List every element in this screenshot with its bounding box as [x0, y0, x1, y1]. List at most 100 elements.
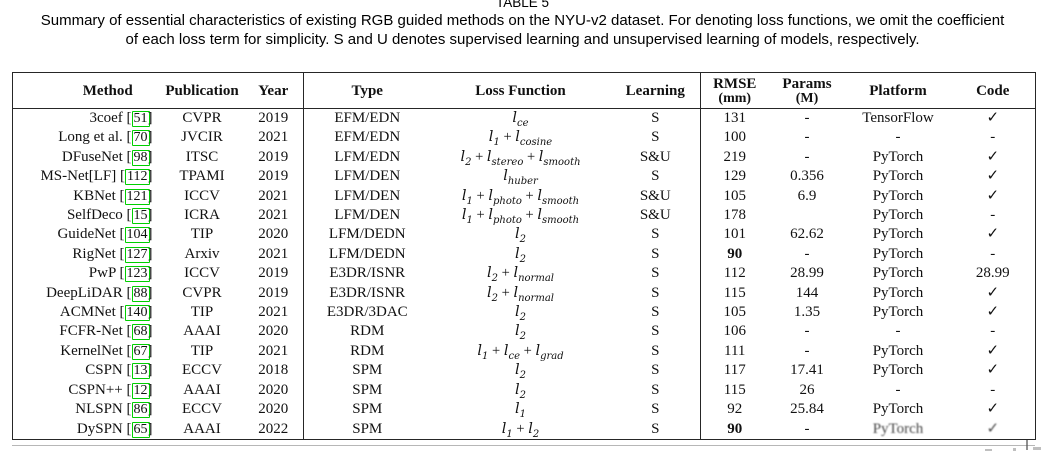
learning-cell: S&U	[639, 187, 671, 204]
year-cell: 2020	[258, 226, 289, 243]
type-cell: EFM/EDN	[303, 128, 431, 148]
learning-cell: S&U	[639, 148, 671, 165]
citation-link[interactable]: 86	[131, 402, 150, 419]
citation-link[interactable]: 127	[124, 246, 150, 263]
loss-function-cell: l1 + lcosine	[488, 129, 553, 148]
scan-artifact-mark	[1013, 448, 1016, 451]
table-row: SelfDeco [15] ICRA 2021 LFM/DEN l1 + lphoto …	[13, 206, 1036, 226]
platform-cell: PyTorch	[872, 265, 924, 282]
table-row: KernelNet [67] TIP 2021 RDM l1 + lce + lgrad…	[13, 341, 1036, 362]
citation-link[interactable]: 15	[131, 208, 150, 225]
rmse-cell: 131	[700, 108, 769, 129]
type-cell: EFM/EDN	[303, 108, 431, 129]
table-row: CSPN++ [12] AAAI 2020 SPM l2 S 115 26 - -	[13, 380, 1036, 401]
learning-cell: S	[651, 226, 660, 243]
platform-cell: PyTorch	[872, 226, 924, 243]
citation-link[interactable]: 68	[131, 324, 150, 341]
citation-link[interactable]: 140	[124, 305, 150, 322]
citation-link[interactable]: 123	[124, 266, 150, 283]
platform-cell: -	[895, 323, 901, 340]
publication-cell: TIP	[190, 226, 214, 243]
loss-function-cell: l2	[514, 323, 526, 342]
method-cell: NLSPN [86]	[75, 401, 153, 419]
scan-artifact-line	[1026, 440, 1028, 450]
type-cell: SPM	[303, 400, 431, 420]
code-cell: ✓	[986, 110, 1000, 126]
code-cell: ✓	[986, 226, 1000, 243]
rmse-cell: 90	[700, 419, 769, 440]
learning-cell: S	[651, 323, 660, 340]
type-cell: E3DR/3DAC	[303, 303, 431, 323]
citation-link[interactable]: 98	[131, 149, 150, 166]
type-cell: E3DR/ISNR	[303, 264, 431, 284]
year-cell: 2018	[258, 362, 289, 379]
params-cell: -	[804, 420, 810, 437]
platform-cell: PyTorch	[872, 342, 924, 359]
learning-cell: S&U	[639, 207, 671, 224]
table-row: KBNet [121] ICCV 2021 LFM/DEN l1 + lphoto + …	[13, 186, 1036, 207]
publication-cell: CVPR	[182, 110, 222, 126]
citation-link[interactable]: 13	[131, 363, 150, 380]
caption-line-2: of each loss term for simplicity. S and …	[125, 31, 920, 48]
params-cell: -	[804, 323, 810, 340]
citation-link[interactable]: 121	[124, 188, 150, 205]
citation-link[interactable]: 67	[131, 343, 150, 360]
col-header-year: Year	[243, 72, 304, 109]
citation-link[interactable]: 65	[131, 421, 150, 438]
params-cell: -	[804, 245, 810, 262]
platform-cell: PyTorch	[872, 420, 924, 437]
year-cell: 2020	[258, 381, 289, 398]
platform-cell: PyTorch	[872, 284, 924, 301]
rmse-cell: 106	[700, 322, 769, 342]
caption-line-1: Summary of essential characteristics of …	[40, 12, 1005, 29]
code-cell: ✓	[986, 168, 1000, 185]
citation-link[interactable]: 112	[125, 169, 150, 186]
type-cell: RDM	[303, 322, 431, 342]
col-header-params: Params (M)	[768, 72, 846, 109]
year-cell: 2022	[258, 420, 289, 437]
table-row: GuideNet [104] TIP 2020 LFM/DEDN l2 S 101 62.62…	[13, 225, 1036, 245]
year-cell: 2020	[258, 401, 289, 418]
type-cell: LFM/DEN	[303, 206, 431, 226]
learning-cell: S	[651, 342, 660, 359]
learning-cell: S	[651, 381, 660, 398]
table-row: ACMNet [140] TIP 2021 E3DR/3DAC l2 S 105 1.35 Py…	[13, 303, 1036, 323]
method-cell: KernelNet [67]	[60, 342, 153, 360]
year-cell: 2021	[258, 129, 289, 146]
method-cell: DeepLiDAR [88]	[46, 284, 153, 302]
platform-cell: PyTorch	[872, 304, 924, 321]
citation-link[interactable]: 88	[131, 285, 150, 302]
citation-link[interactable]: 104	[124, 227, 150, 244]
method-cell: PwP [123]	[88, 265, 153, 283]
loss-function-cell: l2	[514, 226, 526, 245]
params-cell: 17.41	[790, 362, 824, 379]
header-row: Method Publication Year Type Loss Functi…	[12, 72, 1036, 109]
col-header-loss-function: Loss Function	[430, 72, 611, 109]
publication-cell: TIP	[190, 304, 214, 321]
loss-function-cell: l2	[514, 362, 526, 381]
params-cell: 1.35	[793, 304, 821, 321]
col-header-code: Code	[950, 72, 1036, 109]
citation-link[interactable]: 51	[131, 111, 150, 127]
platform-cell: PyTorch	[872, 148, 924, 165]
learning-cell: S	[651, 168, 660, 185]
publication-cell: AAAI	[183, 323, 221, 340]
publication-cell: ITSC	[185, 148, 219, 165]
loss-function-cell: l2	[514, 304, 526, 323]
col-header-platform: Platform	[845, 72, 951, 109]
code-cell: ✓	[986, 342, 1000, 359]
rmse-cell: 100	[700, 128, 769, 148]
scan-artifact-mark	[1033, 447, 1041, 450]
type-cell: SPM	[303, 361, 431, 381]
citation-link[interactable]: 12	[131, 382, 150, 399]
method-cell: KBNet [121]	[73, 187, 153, 205]
params-cell: 62.62	[790, 226, 824, 243]
method-cell: Long et al. [70]	[58, 129, 153, 147]
table-row: 3coef [51] CVPR 2019 EFM/EDN lce S 131 - TensorF…	[13, 108, 1036, 129]
code-cell: -	[990, 381, 996, 398]
type-cell: LFM/DEDN	[303, 225, 431, 245]
citation-link[interactable]: 70	[131, 130, 150, 147]
table-row: RigNet [127] Arxiv 2021 LFM/DEDN l2 S 90 - PyTor…	[13, 244, 1036, 265]
rmse-cell: 105	[700, 186, 769, 207]
